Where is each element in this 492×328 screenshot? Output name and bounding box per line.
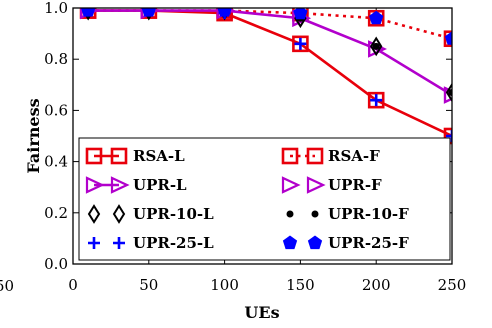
legend-marker [88, 237, 100, 249]
legend-label: RSA-L [133, 147, 185, 165]
data-point-rsa-l [443, 127, 452, 145]
x-tick-label: 200 [362, 276, 391, 294]
legend-marker [85, 147, 103, 165]
legend-label: UPR-25-L [133, 234, 214, 252]
legend-marker [87, 204, 101, 224]
y-tick-label: 0.2 [44, 204, 68, 222]
legend-marker [311, 210, 319, 218]
legend-marker [112, 204, 126, 224]
legend-entry-upr-10-l: UPR-10-L [87, 204, 214, 224]
legend-label: UPR-F [328, 176, 382, 194]
series-line-upr-l [88, 9, 452, 97]
legend-marker [307, 235, 323, 250]
y-tick-label: 0.8 [44, 50, 68, 68]
legend-marker [306, 147, 324, 165]
legend-entry-upr-10-f: UPR-10-F [286, 205, 409, 223]
data-point-rsa-l [292, 35, 309, 53]
legend-label: UPR-25-F [328, 234, 409, 252]
legend-entry-upr-25-f: UPR-25-F [282, 234, 409, 252]
x-tick-label: 50 [139, 276, 158, 294]
y-tick-label: 1.0 [44, 0, 68, 17]
legend-marker [113, 237, 125, 249]
legend-label: UPR-10-F [328, 205, 409, 223]
data-point-upr-25-f [217, 8, 232, 17]
data-point-upr-25-f [444, 31, 452, 45]
data-point-upr-10-f [372, 42, 380, 50]
legend-label: UPR-10-L [133, 205, 214, 223]
legend-marker [281, 176, 301, 194]
series-upr-10-l [81, 8, 452, 103]
data-point-upr-10-l [81, 8, 95, 21]
series-line-rsa-f [88, 9, 452, 40]
legend-marker [282, 235, 298, 250]
legend-entry-rsa-l: RSA-L [85, 147, 185, 165]
data-point-upr-25-f [141, 8, 156, 17]
legend-label: RSA-F [328, 147, 380, 165]
x-tick-label: 0 [68, 276, 78, 294]
y-tick-label: 0.6 [44, 101, 68, 119]
data-point-upr-10-f [448, 88, 452, 96]
data-point-upr-10-l [370, 36, 383, 57]
series-line-rsa-l [88, 9, 452, 138]
x-axis-label: UEs [244, 303, 279, 322]
data-point-upr-25-f [81, 8, 96, 17]
legend-marker [286, 210, 294, 218]
series-upr-10-f [84, 8, 452, 96]
y-axis-label: Fairness [24, 98, 43, 173]
legend-entry-upr-f: UPR-F [281, 176, 382, 194]
series-upr-25-l [82, 8, 452, 142]
legend-marker [85, 176, 105, 194]
legend-entry-upr-l: UPR-L [85, 176, 187, 194]
series-upr-f [80, 8, 452, 104]
legend-box [78, 137, 451, 261]
legend-items: RSA-L UPR-L UPR-10-L UPR-25-L RSA-F UPR-F UPR-… [85, 147, 409, 252]
x-tick-label: 150 [286, 276, 315, 294]
data-point-rsa-f [443, 30, 452, 48]
data-point-rsa-l [367, 91, 385, 109]
legend-marker [110, 147, 128, 165]
legend-entry-rsa-f: RSA-F [281, 147, 380, 165]
data-point-upr-25-l [294, 37, 307, 50]
legend-marker [281, 147, 299, 165]
plot-frame [72, 7, 453, 265]
series-layer [79, 8, 452, 145]
left-edge-tick-fragment: 50 [0, 277, 14, 295]
data-point-upr-10-l [142, 8, 155, 21]
data-point-upr-25-l [370, 94, 383, 107]
data-point-upr-25-f [293, 8, 308, 20]
legend: RSA-L UPR-L UPR-10-L UPR-25-L RSA-F UPR-F UPR-… [78, 137, 451, 261]
data-point-upr-f [443, 86, 452, 104]
legend-marker [110, 176, 130, 194]
legend-label: UPR-L [133, 176, 187, 194]
series-upr-l [80, 8, 452, 104]
data-point-upr-10-l [445, 82, 452, 103]
x-tick-label: 100 [210, 276, 239, 294]
y-axis-ticks: 0.0 0.2 0.4 0.6 0.8 1.0 [44, 0, 452, 273]
series-upr-25-f [81, 8, 452, 45]
x-axis-ticks: 0 50 100 150 200 250 [68, 8, 466, 294]
legend-marker [306, 176, 326, 194]
legend-entry-upr-25-l: UPR-25-L [88, 234, 214, 252]
data-point-upr-25-f [369, 10, 384, 25]
y-tick-label: 0.4 [44, 153, 68, 171]
data-point-upr-25-l [446, 130, 452, 142]
x-tick-label: 250 [438, 276, 467, 294]
y-tick-label: 0.0 [44, 255, 68, 273]
